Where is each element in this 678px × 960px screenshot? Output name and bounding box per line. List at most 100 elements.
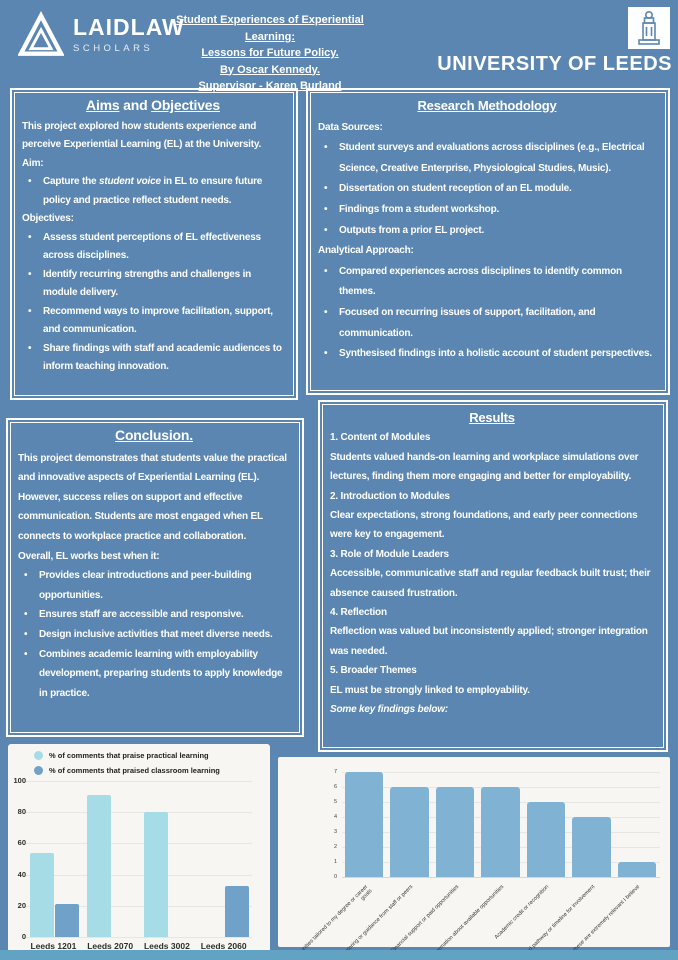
gridline — [342, 772, 660, 773]
title-line-1: Student Experiences of Experiential Lear… — [176, 14, 364, 43]
x-tick-label: Leeds 2070 — [87, 941, 134, 951]
gridline — [25, 937, 252, 938]
aims-intro: This project explored how students exper… — [22, 120, 262, 151]
result-item-body: Clear expectations, strong foundations, … — [330, 510, 638, 541]
data-source-bullet: Findings from a student workshop. — [318, 200, 656, 221]
conclusion-lead-in: Overall, EL works best when it: — [18, 550, 160, 562]
result-item-body: Students valued hands-on learning and wo… — [330, 451, 639, 483]
results-panel: Results 1. Content of Modules Students v… — [318, 400, 668, 752]
bottom-strip — [0, 950, 678, 960]
bar — [526, 802, 566, 877]
conclusion-bullet: Ensures staff are accessible and respons… — [18, 605, 290, 625]
data-source-bullet: Dissertation on student reception of an … — [318, 179, 656, 200]
conclusion-panel: Conclusion. This project demonstrates th… — [6, 418, 304, 737]
poster-title: Student Experiences of Experiential Lear… — [150, 12, 390, 95]
bar — [86, 795, 111, 937]
laidlaw-subtitle: SCHOLARS — [73, 43, 154, 54]
result-item-body: EL must be strongly linked to employabil… — [330, 684, 530, 696]
results-footer: Some key findings below: — [330, 704, 448, 716]
conclusion-bullet: Design inclusive activities that meet di… — [18, 625, 290, 645]
objective-bullet: Share findings with staff and academic a… — [22, 340, 284, 377]
x-tick-label: Financial support or paid opportunities — [389, 884, 460, 955]
leeds-tower-icon — [628, 7, 670, 49]
title-line-2: Lessons for Future Policy. — [201, 47, 339, 59]
leeds-wordmark: UNIVERSITY OF LEEDS — [437, 53, 672, 75]
y-tick-label: 3 — [333, 828, 337, 835]
legend-dot-classroom-icon — [34, 766, 43, 775]
x-tick-label: A structured pathway or timeline for inv… — [509, 884, 597, 960]
laidlaw-name: LAIDLAW — [73, 14, 185, 40]
legend-label-classroom: % of comments that praised classroom lea… — [49, 766, 220, 775]
data-source-bullet: Outputs from a prior EL project. — [318, 221, 656, 242]
y-tick-label: 20 — [17, 900, 26, 910]
bar — [435, 787, 475, 877]
methodology-panel: Research Methodology Data Sources: Stude… — [306, 88, 670, 395]
y-tick-label: 4 — [333, 813, 337, 820]
conclusion-title: Conclusion. — [115, 427, 193, 443]
bar — [617, 862, 656, 877]
y-tick-label: 60 — [17, 838, 26, 848]
approach-label: Analytical Approach: — [318, 245, 414, 257]
data-source-bullet: Student surveys and evaluations across d… — [318, 138, 656, 179]
objective-bullet: Identify recurring strengths and challen… — [22, 266, 284, 303]
methodology-title: Research Methodology — [417, 98, 557, 113]
result-item-heading: 2. Introduction to Modules — [330, 490, 450, 502]
laidlaw-wordmark: LAIDLAW SCHOLARS — [73, 14, 185, 55]
y-tick-label: 40 — [17, 869, 26, 879]
conclusion-body: This project demonstrates that students … — [18, 452, 287, 542]
x-tick-label: Academic credit or recognition — [494, 884, 551, 941]
gridline — [25, 874, 252, 876]
result-item-heading: 3. Role of Module Leaders — [330, 548, 449, 560]
bar — [225, 885, 250, 937]
gridline — [25, 812, 252, 814]
x-tick-label: All of these are extremely relevant I be… — [562, 884, 642, 960]
x-tick-label: Leeds 1201 — [30, 941, 77, 951]
conclusion-bullet: Combines academic learning with employab… — [18, 645, 290, 704]
y-tick-label: 1 — [333, 858, 337, 865]
key-findings-chart: 0 1 2 3 4 5 6 7 Opportunities tailored to my deg… — [278, 757, 670, 960]
result-item-heading: 4. Reflection — [330, 607, 387, 619]
aims-panel: Aims and Objectives This project explore… — [10, 88, 298, 400]
y-tick-label: 6 — [333, 783, 337, 790]
legend-dot-practical-icon — [34, 751, 43, 760]
bar — [572, 817, 611, 877]
bar — [55, 904, 79, 937]
x-tick-label: Leeds 3002 — [143, 941, 190, 951]
y-tick-label: 0 — [21, 932, 26, 941]
objective-bullet: Assess student perceptions of EL effecti… — [22, 229, 284, 266]
chart-legend: % of comments that praise practical lear… — [34, 751, 220, 781]
y-tick-label: 5 — [333, 798, 337, 805]
gridline — [25, 905, 252, 907]
data-sources-label: Data Sources: — [318, 121, 383, 133]
title-line-3: By Oscar Kennedy. — [219, 63, 321, 76]
results-title: Results — [469, 410, 515, 425]
x-tick-label: Clearer information about available oppo… — [417, 884, 506, 960]
result-item-heading: 1. Content of Modules — [330, 432, 431, 444]
objective-bullet: Recommend ways to improve facilitation, … — [22, 303, 284, 340]
aim-bullet: Capture the student voice in EL to ensur… — [22, 173, 284, 210]
approach-bullet: Focused on recurring issues of support, … — [318, 303, 656, 344]
y-tick-label: 2 — [333, 843, 337, 850]
y-tick-label: 80 — [17, 807, 26, 817]
bar — [390, 787, 429, 877]
x-tick-label: Opportunities tailored to my degree or c… — [287, 884, 374, 960]
x-axis-line — [342, 877, 660, 878]
approach-bullet: Synthesised findings into a holistic acc… — [318, 344, 656, 365]
y-tick-label: 100 — [13, 776, 26, 785]
legend-item-practical: % of comments that praise practical lear… — [34, 751, 220, 760]
laidlaw-triangle-icon — [18, 10, 64, 56]
aims-title: Aims and Objectives — [86, 97, 220, 113]
bar — [143, 812, 168, 937]
y-tick-label: 0 — [333, 873, 337, 880]
aim-label: Aim: — [22, 157, 44, 169]
conclusion-bullet: Provides clear introductions and peer-bu… — [18, 566, 290, 605]
gridline — [25, 781, 252, 782]
y-tick-label: 7 — [333, 768, 337, 775]
result-item-heading: 5. Broader Themes — [330, 665, 417, 677]
result-item-body: Accessible, communicative staff and regu… — [330, 568, 651, 599]
laidlaw-logo: LAIDLAW SCHOLARS — [18, 8, 185, 62]
approach-bullet: Compared experiences across disciplines … — [318, 262, 656, 303]
leeds-logo: UNIVERSITY OF LEEDS — [426, 7, 672, 76]
bar — [345, 772, 384, 877]
